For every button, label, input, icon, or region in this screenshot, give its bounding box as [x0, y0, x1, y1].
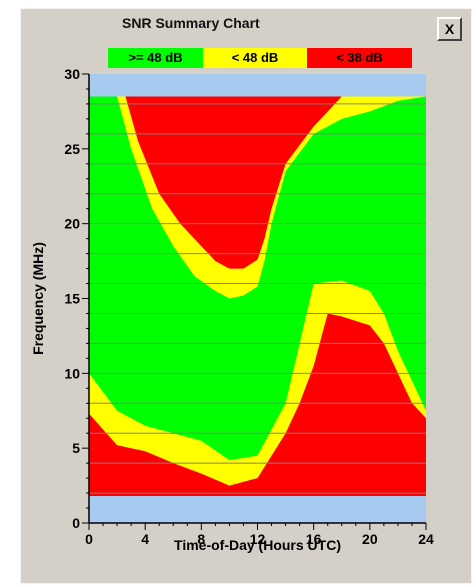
- snr-regions: [89, 96, 426, 497]
- x-tick-label: 4: [141, 531, 149, 547]
- y-tick-label: 10: [64, 365, 80, 381]
- y-tick-label: 0: [72, 515, 80, 531]
- chart-title: SNR Summary Chart: [122, 15, 260, 31]
- axes: 0 5 10 15 20 25 30 0 4 8 12 16 20 24: [64, 66, 434, 547]
- x-tick-label: 20: [362, 531, 378, 547]
- y-tick-label: 5: [72, 440, 80, 456]
- x-axis-label: Time-of-Day (Hours UTC): [174, 537, 341, 553]
- x-tick-label: 24: [418, 531, 434, 547]
- y-tick-label: 30: [64, 66, 80, 82]
- x-tick-label: 8: [197, 531, 205, 547]
- grid-lines: [89, 103, 426, 494]
- region-lower-poor: [89, 313, 426, 497]
- close-button[interactable]: X: [437, 17, 462, 41]
- region-upper-poor: [125, 96, 342, 269]
- y-tick-label: 15: [64, 291, 80, 307]
- legend-item-fair: < 48 dB: [203, 48, 307, 68]
- legend-item-poor: < 38 dB: [307, 48, 412, 68]
- x-tick-label: 0: [85, 531, 93, 547]
- legend-item-good: >= 48 dB: [108, 48, 203, 68]
- x-tick-label: 12: [250, 531, 266, 547]
- y-tick-label: 25: [64, 141, 80, 157]
- y-tick-label: 20: [64, 216, 80, 232]
- x-tick-label: 16: [306, 531, 322, 547]
- legend: >= 48 dB < 48 dB < 38 dB: [108, 48, 412, 68]
- y-axis-label: Frequency (MHz): [30, 242, 46, 355]
